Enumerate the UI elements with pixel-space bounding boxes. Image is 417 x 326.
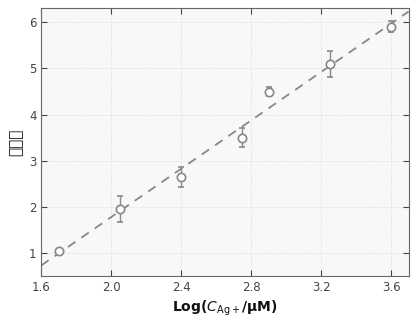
X-axis label: Log($\mathit{C}$$_{\mathrm{Ag+}}$/μM): Log($\mathit{C}$$_{\mathrm{Ag+}}$/μM) bbox=[172, 298, 278, 318]
Y-axis label: 刷度値: 刷度値 bbox=[8, 129, 23, 156]
